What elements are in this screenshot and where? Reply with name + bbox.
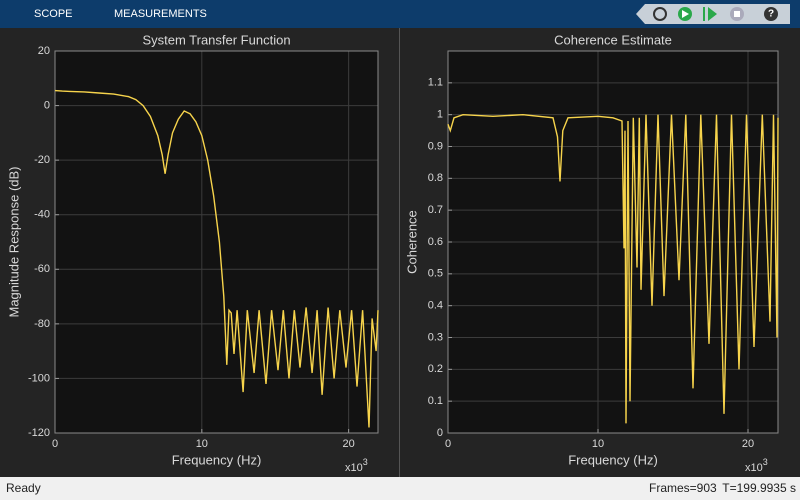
chart-title: Coherence Estimate — [554, 32, 672, 47]
run-button[interactable] — [678, 7, 692, 21]
y-tick-label: 20 — [38, 45, 50, 57]
y-tick-label: 0 — [44, 99, 50, 111]
status-text: Ready — [6, 481, 41, 495]
x-tick-label: 10 — [592, 438, 604, 450]
y-tick-label: 1 — [437, 109, 443, 121]
y-axis-label: Coherence — [404, 210, 419, 274]
exponent-base: x10 — [345, 462, 363, 474]
y-tick-label: -60 — [34, 263, 50, 275]
y-tick-label: -40 — [34, 209, 50, 221]
help-button[interactable]: ? — [764, 7, 778, 21]
x-axis-label: Frequency (Hz) — [172, 452, 262, 467]
y-tick-label: 0.9 — [428, 140, 443, 152]
y-tick-label: 0.8 — [428, 172, 443, 184]
plot-border — [54, 50, 379, 434]
y-tick-label: 0.2 — [428, 363, 443, 375]
y-tick-label: 0.7 — [428, 204, 443, 216]
y-tick-label: -120 — [28, 427, 50, 439]
y-tick-label: 0.6 — [428, 236, 443, 248]
settings-button[interactable] — [653, 7, 667, 21]
x-tick-label: 20 — [343, 438, 355, 450]
status-time: T=199.9935 s — [722, 481, 796, 495]
y-tick-label: -20 — [34, 154, 50, 166]
x-exponent: x103 — [345, 457, 368, 474]
x-tick-label: 20 — [742, 438, 754, 450]
x-tick-label: 0 — [52, 438, 58, 450]
exponent-base: x10 — [745, 462, 763, 474]
svg-text:?: ? — [768, 9, 774, 20]
x-tick-label: 0 — [445, 438, 451, 450]
plot-area — [55, 51, 378, 433]
y-tick-label: 1.1 — [428, 77, 443, 89]
y-tick-label: 0.5 — [428, 268, 443, 280]
y-axis-label: Magnitude Response (dB) — [6, 166, 21, 317]
status-frames: Frames=903 — [649, 481, 717, 495]
y-tick-label: 0 — [437, 427, 443, 439]
step-button[interactable] — [703, 7, 717, 21]
exponent-power: 3 — [363, 457, 368, 467]
tab[interactable]: MEASUREMENTS — [114, 8, 207, 20]
y-tick-label: -100 — [28, 372, 50, 384]
tab[interactable]: SCOPE — [34, 8, 73, 20]
exponent-power: 3 — [763, 457, 768, 467]
data-line — [447, 113, 779, 424]
y-tick-label: -80 — [34, 318, 50, 330]
data-line — [54, 89, 379, 428]
stop-button[interactable] — [730, 7, 744, 21]
y-tick-label: 0.1 — [428, 395, 443, 407]
y-tick-label: 0.3 — [428, 331, 443, 343]
x-tick-label: 10 — [196, 438, 208, 450]
y-tick-label: 0.4 — [428, 300, 443, 312]
x-axis-label: Frequency (Hz) — [568, 452, 658, 467]
chart-title: System Transfer Function — [142, 32, 290, 47]
x-exponent: x103 — [745, 457, 768, 474]
status-bar — [0, 477, 800, 500]
